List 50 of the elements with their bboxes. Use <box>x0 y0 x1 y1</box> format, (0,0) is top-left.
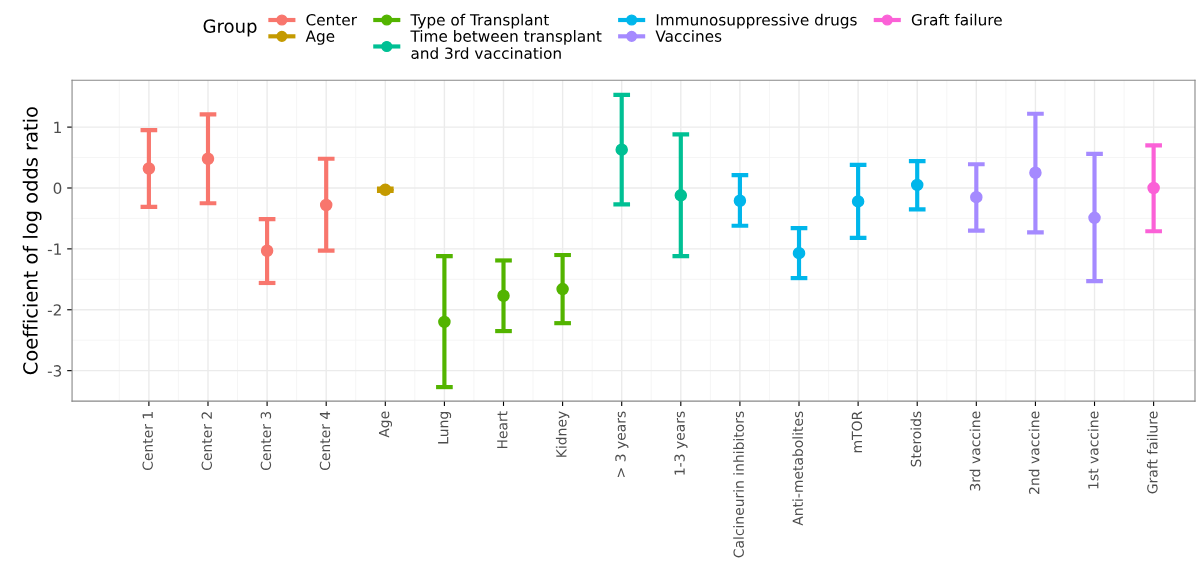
x-tick-label: 2nd vaccine <box>1028 411 1040 494</box>
legend-label: Age <box>305 30 335 45</box>
x-tick-label: Lung <box>438 412 452 444</box>
x-tick-label: Anti-metabolites <box>792 411 804 526</box>
y-tick-label: 0 <box>53 182 62 195</box>
x-tick-label: mTOR <box>851 411 863 453</box>
legend-label: Immunosuppressive drugs <box>656 13 857 29</box>
y-tick-label: -3 <box>47 365 62 377</box>
point <box>260 244 274 257</box>
x-tick-label: 1st vaccine <box>1087 411 1099 489</box>
x-tick-label: Graft failure <box>1146 411 1158 494</box>
point <box>615 143 628 156</box>
x-tick-label: Age <box>379 411 393 438</box>
point <box>556 282 569 296</box>
point <box>1088 211 1101 225</box>
point <box>910 178 924 192</box>
legend-label: Time between transplant and 3rd vaccination <box>410 30 602 59</box>
y-tick-label: -1 <box>47 243 61 255</box>
point <box>438 315 451 329</box>
point <box>792 246 806 260</box>
x-tick-label: Center 4 <box>319 411 331 471</box>
point <box>851 195 865 208</box>
x-tick-label: > 3 years <box>615 411 629 477</box>
legend-label: Vaccines <box>655 30 722 42</box>
point <box>733 194 747 208</box>
point <box>1147 181 1160 195</box>
x-tick-label: Heart <box>497 411 508 449</box>
x-tick-label: Center 1 <box>142 412 153 471</box>
y-tick-label: 1 <box>54 121 61 133</box>
point <box>142 162 156 175</box>
point <box>379 183 392 197</box>
point <box>201 152 215 166</box>
point <box>497 289 510 303</box>
x-tick-label: Center 3 <box>260 411 272 471</box>
legend-title: Group <box>203 19 257 37</box>
x-tick-label: Steroids <box>910 411 922 467</box>
point <box>319 198 333 212</box>
point <box>970 190 983 204</box>
y-tick-label: -2 <box>47 304 61 316</box>
legend-label: Type of Transplant <box>410 13 549 29</box>
point <box>674 189 688 202</box>
legend-label: Center <box>306 14 357 26</box>
x-tick-label: Kidney <box>555 411 570 457</box>
x-tick-label: 3rd vaccine <box>969 411 981 491</box>
x-tick-label: 1-3 years <box>674 411 688 475</box>
x-tick-label: Calcineurin inhibitors <box>733 411 744 558</box>
legend-label: Graft failure <box>911 13 1002 26</box>
y-axis-title: Coefficient of log odds ratio <box>22 107 42 375</box>
x-tick-label: Center 2 <box>201 412 213 471</box>
point <box>1029 166 1042 180</box>
